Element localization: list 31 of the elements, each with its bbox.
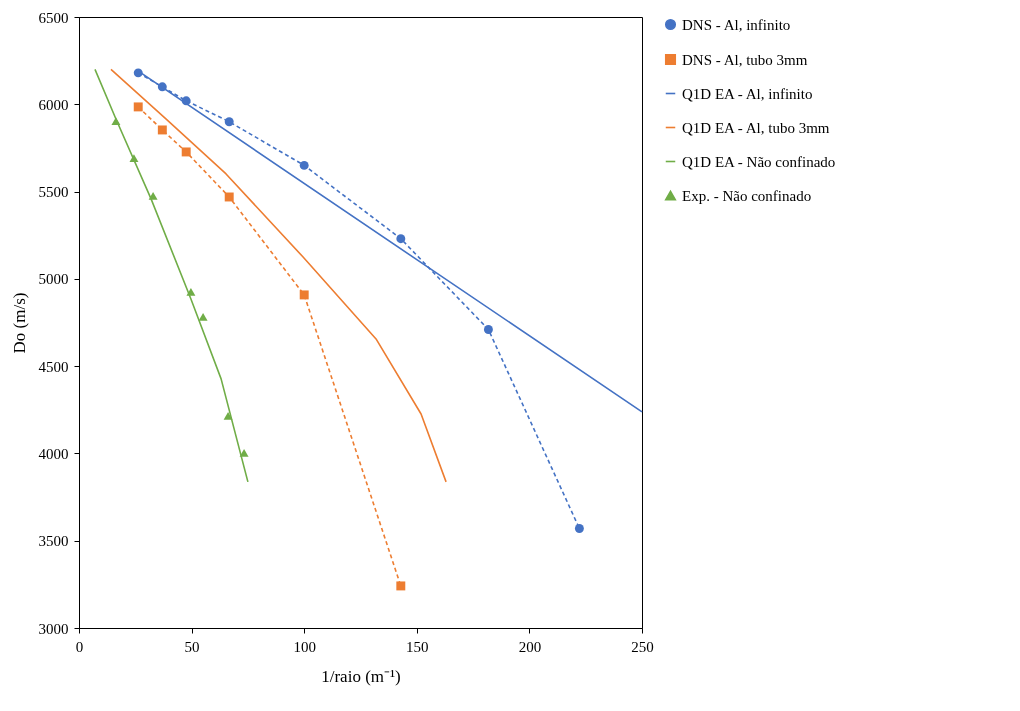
line-series — [94, 68, 249, 483]
legend-label: DNS - Al, infinito — [682, 16, 791, 33]
x-tick-label: 250 — [631, 638, 654, 655]
line-series — [110, 68, 447, 483]
x-axis-title: 1/raio (m⁻¹) — [321, 666, 401, 686]
point — [198, 313, 208, 321]
legend-label: Q1D EA - Não confinado — [682, 153, 836, 170]
y-tick-label: 3500 — [38, 533, 69, 550]
legend-label: Q1D EA - Al, infinito — [682, 85, 813, 102]
x-tick-label: 0 — [75, 638, 84, 655]
point — [239, 449, 249, 457]
point — [148, 192, 158, 200]
x-tick-label: 100 — [293, 638, 316, 655]
point — [186, 288, 196, 296]
legend-label: DNS - Al, tubo 3mm — [682, 51, 808, 68]
x-tick-label: 150 — [406, 638, 429, 655]
y-axis-title: Do (m/s) — [9, 292, 29, 354]
x-tick-label: 200 — [518, 638, 542, 655]
y-tick-label: 5500 — [38, 184, 69, 201]
y-tick-label: 4500 — [38, 358, 69, 375]
y-tick-label: 6500 — [38, 9, 69, 26]
legend-label: Q1D EA - Al, tubo 3mm — [682, 119, 830, 136]
point — [129, 154, 139, 162]
point — [223, 412, 233, 420]
y-tick-label: 4000 — [38, 445, 69, 462]
y-tick-label: 3000 — [38, 620, 69, 637]
y-tick-label: 5000 — [38, 271, 69, 288]
legend-label: Exp. - Não confinado — [682, 187, 812, 204]
x-tick-label: 50 — [184, 638, 200, 655]
y-tick-label: 6000 — [38, 96, 69, 113]
point — [111, 117, 121, 125]
